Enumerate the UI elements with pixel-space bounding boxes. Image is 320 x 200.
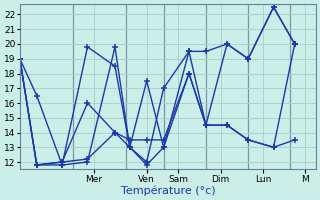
X-axis label: Température (°c): Température (°c) [121, 185, 215, 196]
